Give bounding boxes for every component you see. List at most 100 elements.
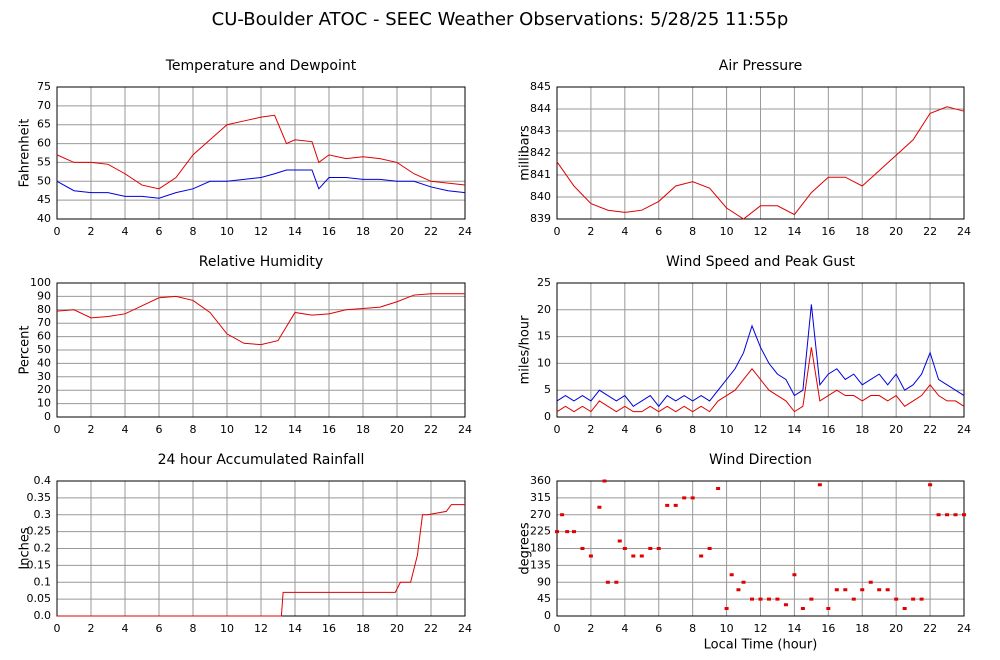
y-tick-label: 845 [530, 80, 551, 93]
y-axis-label: Fahrenheit [18, 119, 33, 188]
x-tick-label: 20 [390, 622, 404, 635]
y-tick-label: 5 [544, 383, 551, 396]
x-tick-label: 16 [322, 622, 336, 635]
x-tick-label: 4 [122, 423, 129, 436]
data-point [834, 588, 839, 592]
y-tick-label: 0.25 [27, 525, 52, 538]
y-tick-label: 0 [44, 410, 51, 423]
data-point [919, 597, 924, 601]
x-tick-label: 2 [587, 423, 594, 436]
data-point [690, 496, 695, 500]
x-tick-label: 8 [190, 622, 197, 635]
x-tick-label: 12 [254, 423, 268, 436]
x-tick-label: 12 [754, 622, 768, 635]
x-tick-label: 2 [88, 423, 95, 436]
x-tick-label: 0 [554, 622, 561, 635]
data-point [665, 503, 670, 507]
y-tick-label: 844 [530, 102, 551, 115]
y-tick-label: 0.1 [34, 575, 52, 588]
x-tick-label: 10 [720, 622, 734, 635]
data-point [707, 547, 712, 550]
x-tick-label: 16 [322, 225, 336, 238]
y-tick-label: 80 [37, 303, 51, 316]
x-tick-label: 0 [54, 423, 61, 436]
plot-frame [56, 282, 466, 418]
data-point [729, 573, 734, 577]
data-point [605, 580, 610, 584]
x-tick-label: 12 [254, 622, 268, 635]
x-tick-label: 18 [356, 225, 370, 238]
data-point [602, 479, 607, 483]
data-point [860, 588, 865, 592]
data-line [56, 114, 466, 190]
x-tick-label: 14 [288, 622, 302, 635]
y-tick-label: 100 [30, 276, 51, 289]
x-tick-label: 18 [356, 423, 370, 436]
y-tick-label: 843 [530, 124, 551, 137]
y-tick-label: 0 [544, 609, 551, 622]
x-tick-label: 6 [655, 423, 662, 436]
y-tick-label: 20 [537, 303, 551, 316]
x-tick-label: 6 [156, 225, 163, 238]
y-tick-label: 0 [544, 410, 551, 423]
data-point [877, 588, 882, 592]
data-point [945, 513, 950, 517]
x-tick-label: 8 [689, 622, 696, 635]
x-tick-label: 24 [957, 622, 971, 635]
panel-title: Air Pressure [719, 58, 802, 74]
data-point [555, 530, 559, 534]
y-tick-label: 0.05 [27, 592, 52, 605]
y-tick-label: 15 [537, 330, 551, 343]
x-tick-label: 18 [855, 423, 869, 436]
x-tick-label: 10 [720, 225, 734, 238]
data-point [750, 597, 755, 601]
x-tick-label: 20 [390, 225, 404, 238]
y-tick-label: 60 [37, 330, 51, 343]
x-tick-label: 8 [190, 225, 197, 238]
y-tick-label: 30 [37, 370, 51, 383]
y-tick-label: 135 [530, 558, 551, 571]
data-point [936, 513, 941, 517]
x-tick-label: 22 [424, 225, 438, 238]
x-tick-label: 4 [122, 225, 129, 238]
data-point [775, 597, 780, 601]
data-line [57, 504, 465, 617]
y-tick-label: 75 [37, 80, 51, 93]
x-tick-label: 2 [88, 622, 95, 635]
x-tick-label: 12 [254, 225, 268, 238]
y-axis-label: millibars [518, 125, 533, 181]
panel-title: 24 hour Accumulated Rainfall [158, 452, 365, 468]
y-tick-label: 10 [37, 397, 51, 410]
x-tick-label: 4 [621, 225, 628, 238]
data-point [724, 607, 729, 610]
data-point [851, 597, 856, 601]
x-tick-label: 2 [587, 225, 594, 238]
data-point [716, 487, 721, 490]
x-tick-label: 22 [424, 423, 438, 436]
x-axis-label: Local Time (hour) [704, 638, 818, 653]
x-tick-label: 14 [288, 225, 302, 238]
x-tick-label: 24 [458, 622, 472, 635]
data-point [571, 530, 576, 534]
data-point [580, 547, 585, 550]
y-tick-label: 0.35 [27, 491, 52, 504]
y-axis-label: Inches [18, 527, 33, 569]
data-point [928, 483, 933, 487]
panel-title: Wind Direction [709, 452, 812, 468]
data-point [614, 580, 619, 584]
y-tick-label: 60 [37, 137, 51, 150]
plot-frame [556, 282, 965, 418]
data-point [885, 588, 890, 592]
data-point [682, 496, 687, 500]
x-tick-label: 14 [288, 423, 302, 436]
data-point [809, 597, 814, 601]
data-point [792, 573, 797, 577]
y-tick-label: 315 [530, 491, 551, 504]
x-tick-label: 2 [587, 622, 594, 635]
y-tick-label: 270 [530, 508, 551, 521]
data-point [817, 483, 822, 487]
data-line [556, 347, 965, 413]
x-tick-label: 4 [621, 622, 628, 635]
x-tick-label: 0 [54, 225, 61, 238]
